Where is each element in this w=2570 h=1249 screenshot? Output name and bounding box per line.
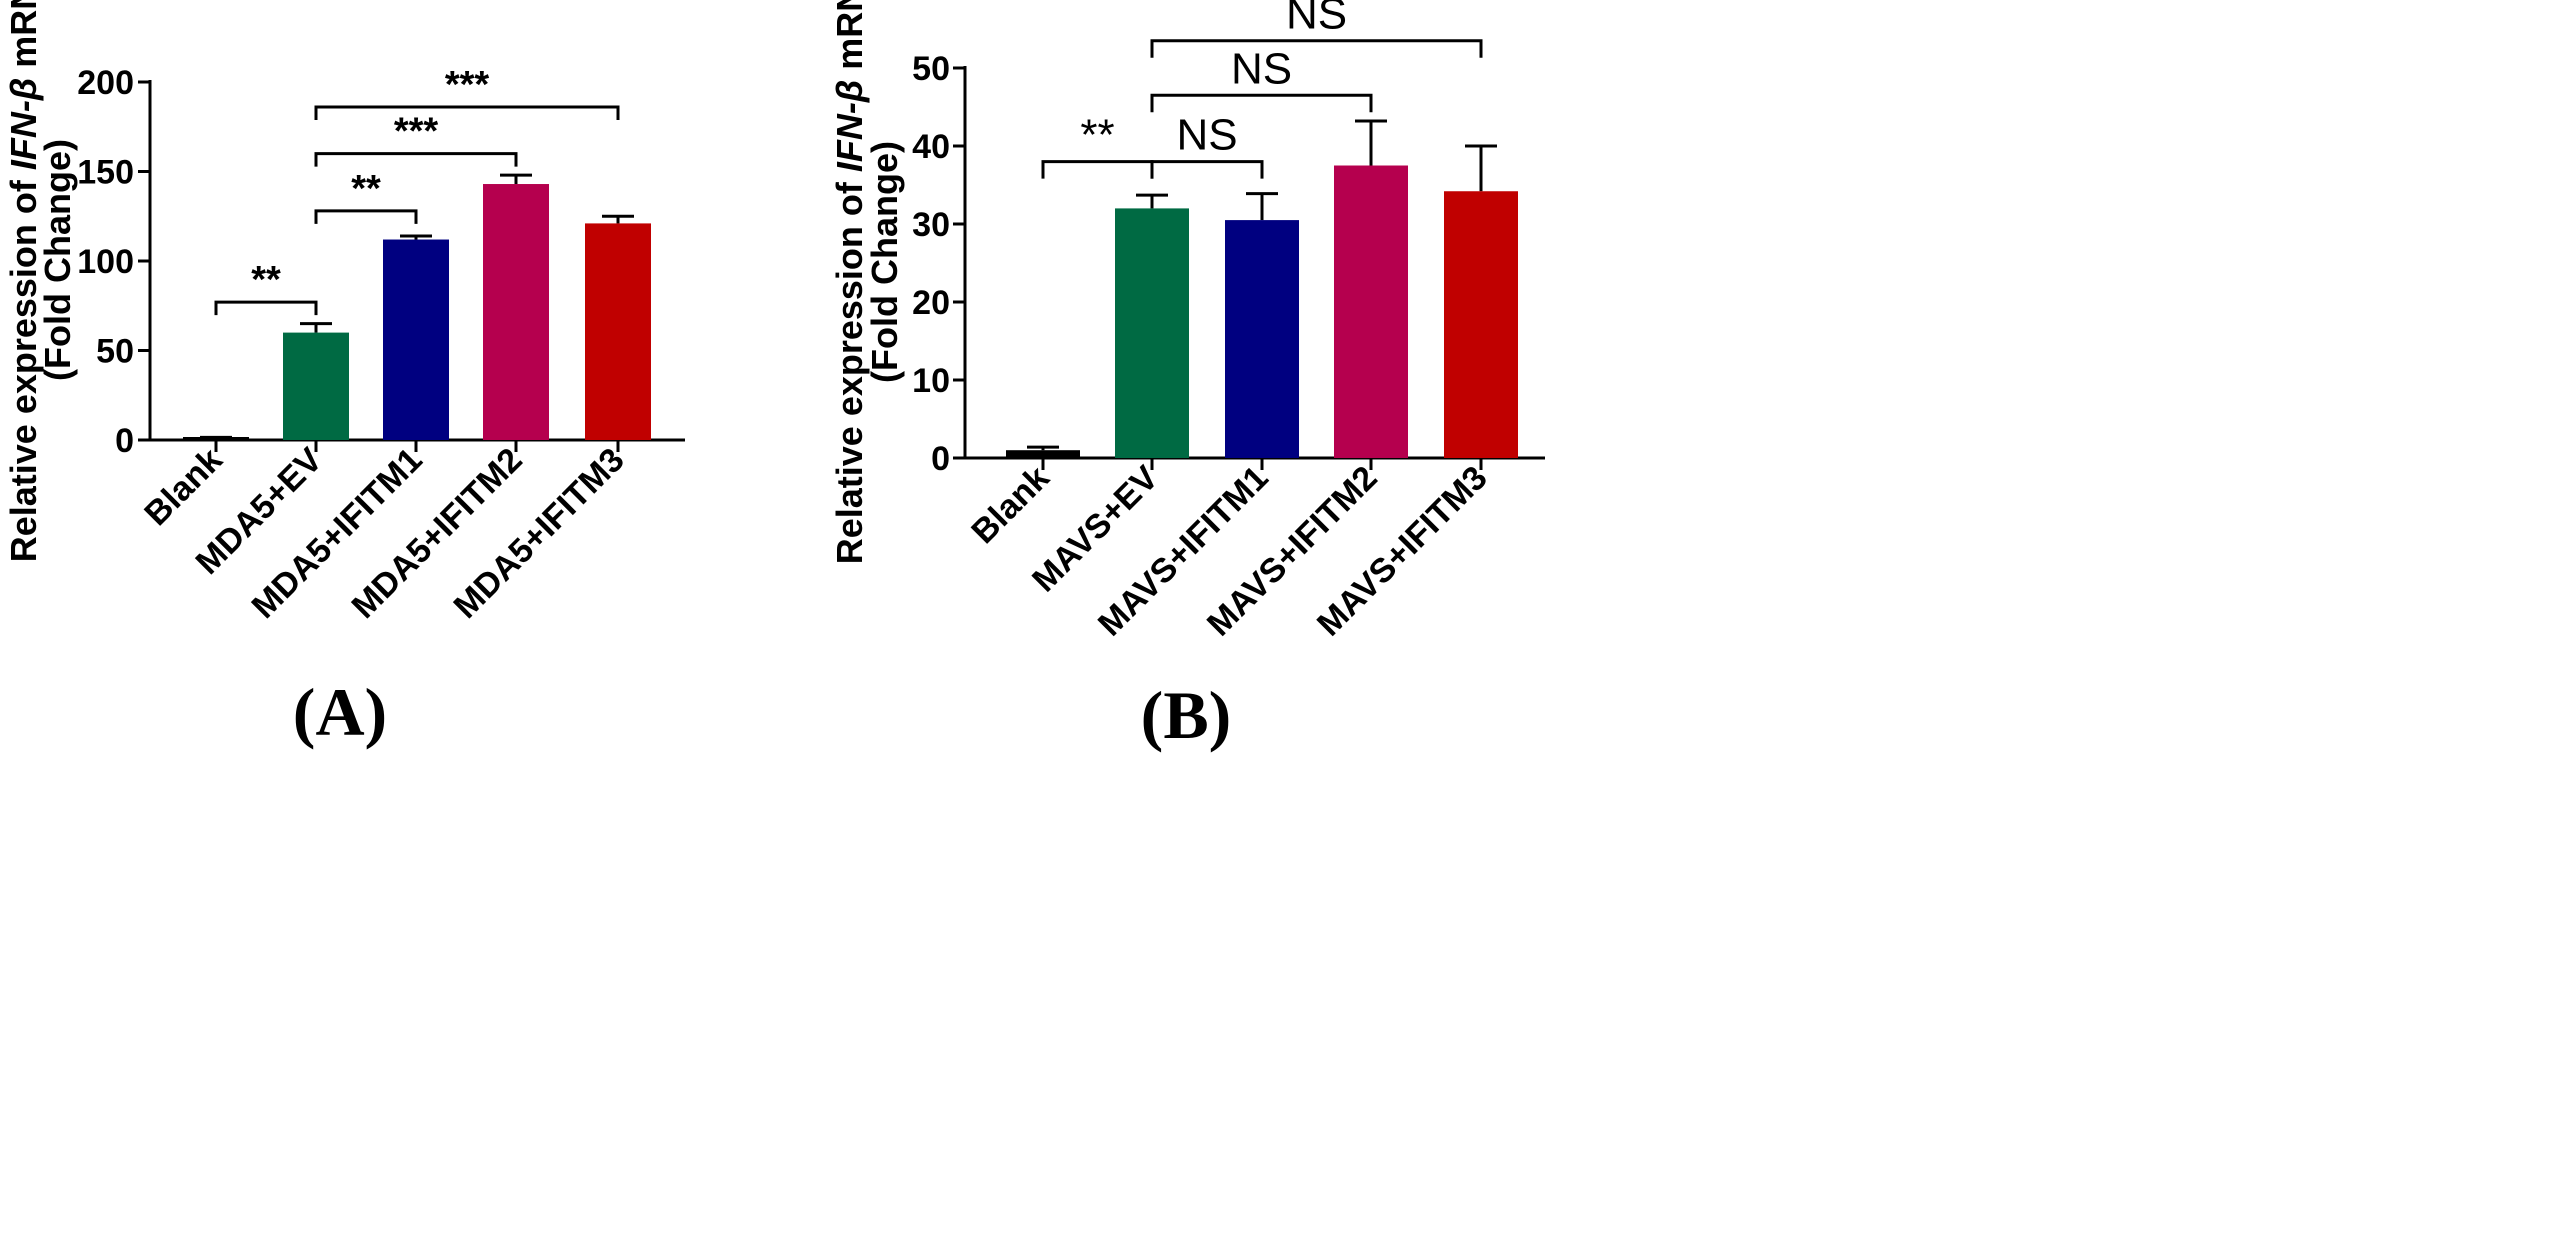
significance-label: NS	[1286, 0, 1347, 39]
y-tick-label: 0	[115, 422, 134, 460]
significance-bracket	[214, 300, 318, 316]
x-tick-label: MDA5+IFITM2	[344, 441, 529, 626]
significance-label: NS	[1231, 44, 1292, 93]
bar-blank	[183, 437, 249, 440]
y-tick-label: 200	[77, 64, 134, 102]
significance-bracket	[1041, 160, 1154, 179]
significance-label: **	[251, 259, 281, 301]
bar-mda5-ev	[283, 332, 349, 440]
chart-panel-b: 0 10 20 30 40 50 Relative expression of IFN-β …	[829, 0, 1545, 753]
y-axis-label: Relative expression of IFN-β mRNA	[3, 0, 44, 562]
y-axis-label-line2: (Fold Change)	[864, 141, 905, 383]
y-axis-label-prefix: Relative expression of	[829, 172, 870, 564]
significance-label: **	[1080, 111, 1114, 160]
panel-label: (A)	[293, 674, 387, 750]
significance-label: ***	[445, 64, 490, 106]
y-tick-label: 30	[912, 206, 950, 244]
y-axis-label-line2: (Fold Change)	[37, 139, 78, 381]
significance-bracket	[314, 209, 418, 224]
bar-mda5-ifitm1	[383, 239, 449, 440]
y-axis-label-gene: IFN-β	[3, 78, 44, 170]
y-tick-label: 0	[931, 440, 950, 478]
bar-mavs-ifitm3	[1444, 191, 1518, 459]
significance-label: NS	[1176, 111, 1237, 160]
panel-label: (B)	[1141, 677, 1232, 753]
y-axis-label-suffix: mRNA	[3, 0, 44, 78]
y-axis-label: Relative expression of IFN-β mRNA	[829, 0, 870, 564]
bar-mavs-ifitm1	[1225, 220, 1299, 458]
bar-blank	[1006, 450, 1080, 458]
y-tick-label: 50	[96, 333, 134, 371]
y-tick-label: 100	[77, 243, 134, 281]
y-tick-label: 150	[77, 154, 134, 192]
y-tick-label: 40	[912, 128, 950, 166]
x-tick-label: MDA5+IFITM1	[244, 441, 429, 626]
bar-mavs-ev	[1115, 208, 1189, 458]
y-axis-label-gene: IFN-β	[829, 80, 870, 172]
y-tick-label: 20	[912, 284, 950, 322]
significance-label: ***	[394, 111, 439, 153]
significance-bracket	[1150, 39, 1483, 58]
y-tick-label: 10	[912, 362, 950, 400]
y-tick-label: 50	[912, 50, 950, 88]
bar-mavs-ifitm2	[1334, 165, 1408, 458]
significance-bracket	[314, 105, 620, 121]
bar-mda5-ifitm2	[483, 184, 549, 440]
chart-panel-a: 0 50 100 150 200 Relative expression of IFN-β…	[3, 0, 685, 750]
x-tick-label: Blank	[964, 459, 1056, 551]
bar-mda5-ifitm3	[585, 223, 651, 440]
significance-label: **	[351, 168, 381, 210]
y-axis-label-prefix: Relative expression of	[3, 170, 44, 562]
y-axis-label-suffix: mRNA	[829, 0, 870, 80]
significance-bracket	[1150, 93, 1373, 113]
significance-bracket	[314, 152, 518, 167]
x-tick-label: Blank	[137, 441, 229, 533]
significance-bracket	[1150, 160, 1264, 179]
